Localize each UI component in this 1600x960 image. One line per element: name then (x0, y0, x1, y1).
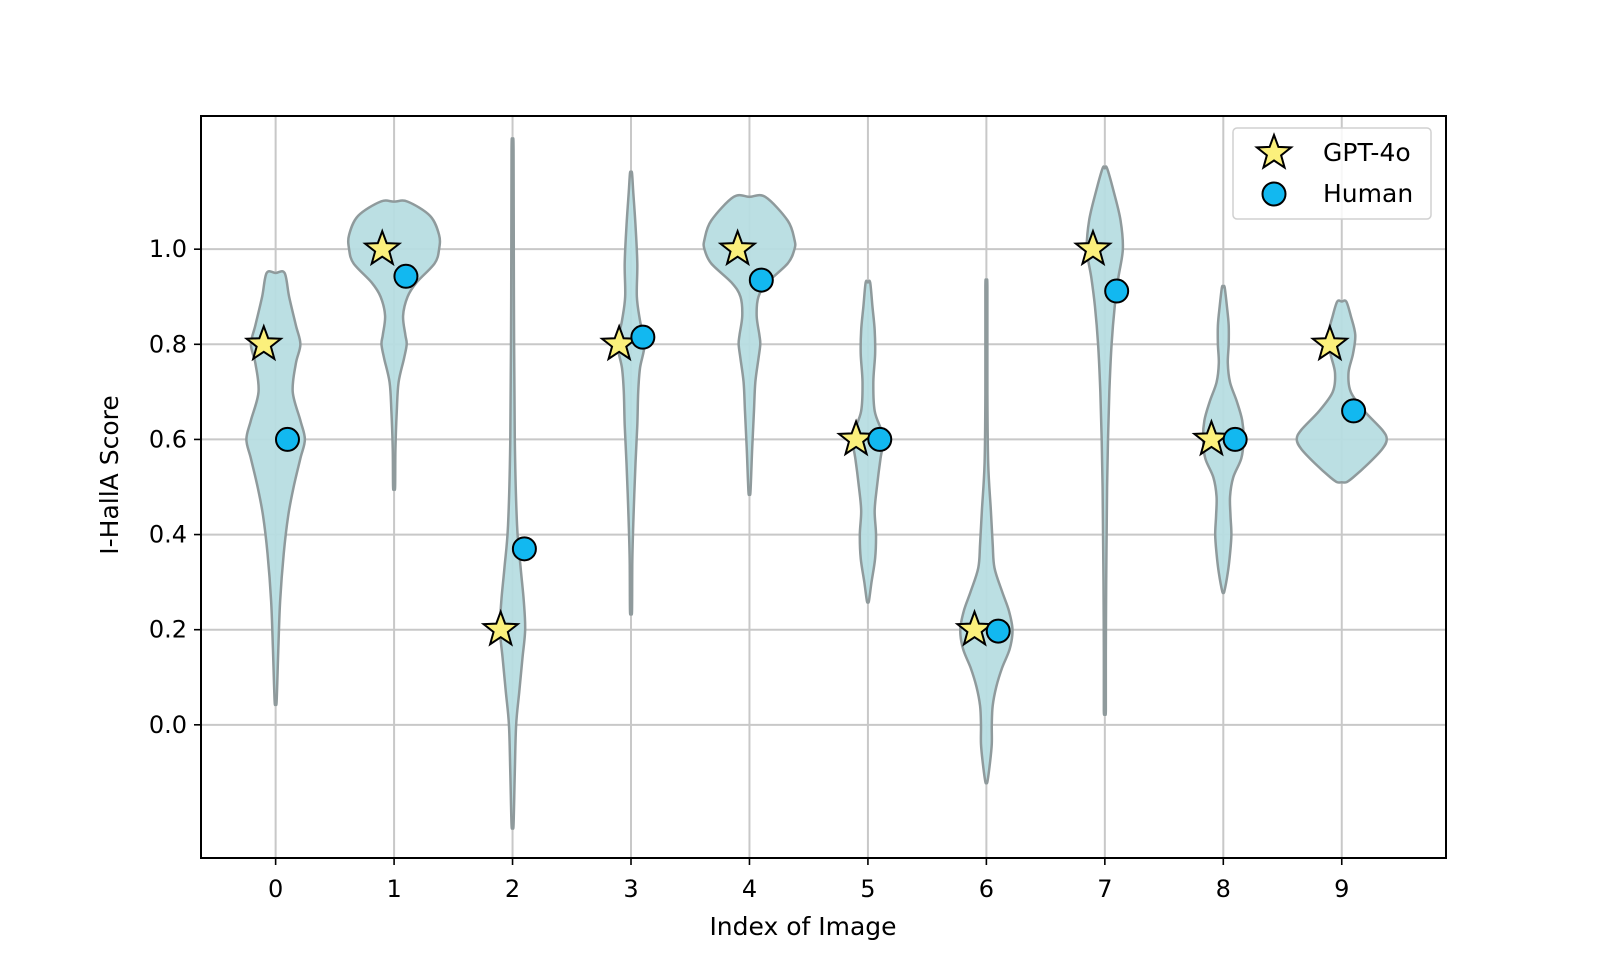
x-tick-label: 8 (1216, 875, 1231, 903)
gpt4o-point-2 (480, 608, 521, 647)
y-axis-title: I-HallA Score (95, 395, 124, 554)
legend-markers (1254, 132, 1294, 207)
plot-frame (200, 115, 1447, 859)
y-tick-label: 0.0 (149, 711, 187, 739)
human-point-2 (511, 536, 537, 562)
x-tick-label: 4 (742, 875, 757, 903)
y-tick-label: 0.2 (149, 616, 187, 644)
gpt4o-point-6 (954, 608, 995, 647)
x-tick-label: 3 (623, 875, 638, 903)
y-tick-label: 0.4 (149, 521, 187, 549)
legend: GPT-4o Human (1232, 127, 1432, 220)
violin-7 (1085, 165, 1125, 716)
violin-2 (498, 137, 527, 830)
legend-circle-icon (1261, 181, 1287, 207)
x-tick-label: 1 (386, 875, 401, 903)
human-point-4 (748, 267, 774, 293)
legend-label-gpt4o: GPT-4o (1323, 138, 1411, 167)
human-point-9 (1341, 398, 1367, 424)
legend-star-icon (1254, 132, 1294, 170)
x-tick-label: 0 (268, 875, 283, 903)
x-tick-label: 5 (860, 875, 875, 903)
legend-label-human: Human (1323, 179, 1413, 208)
gpt4o-point-1 (362, 228, 403, 267)
y-tick-label: 1.0 (149, 235, 187, 263)
human-point-3 (630, 324, 656, 350)
markers (243, 228, 1367, 647)
x-tick-label: 9 (1334, 875, 1349, 903)
violin-6 (959, 278, 1014, 785)
x-tick-label: 2 (505, 875, 520, 903)
human-point-0 (274, 426, 300, 452)
violin-0 (245, 269, 307, 707)
gpt4o-point-7 (1073, 228, 1113, 267)
gpt4o-point-4 (717, 228, 758, 267)
human-point-1 (393, 263, 419, 289)
y-tick-label: 0.8 (149, 330, 187, 358)
y-tick-label: 0.6 (149, 425, 187, 453)
violin-3 (616, 170, 646, 616)
x-tick-label: 6 (979, 875, 994, 903)
human-point-5 (867, 426, 893, 452)
gpt4o-point-9 (1310, 323, 1350, 362)
x-tick-label: 7 (1097, 875, 1112, 903)
violins (245, 137, 1389, 830)
human-point-8 (1222, 426, 1248, 452)
violin-4 (702, 193, 797, 497)
violin-9 (1295, 299, 1389, 484)
human-point-7 (1104, 278, 1130, 304)
human-point-6 (985, 618, 1011, 644)
gpt4o-point-0 (243, 323, 284, 362)
x-axis-title: Index of Image (709, 912, 896, 941)
axis-ticks: 0 1 2 3 4 5 6 7 8 9 0.0 0.2 0.4 0.6 0.8 1.0 (149, 235, 1350, 903)
